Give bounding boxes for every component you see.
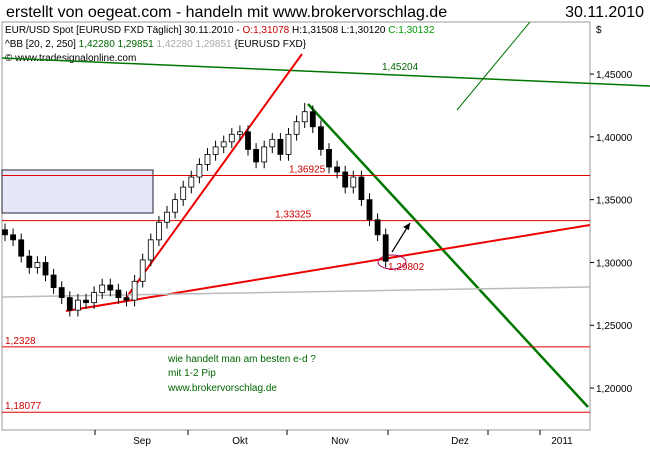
candle-body: [253, 149, 260, 163]
candle-body: [18, 239, 25, 257]
candle-body: [26, 255, 33, 268]
trend-label: 1,45204: [382, 62, 419, 73]
candle-body: [50, 274, 57, 288]
symbol-text: EUR/USD Spot [EURUSD FXD Täglich] 30.11.…: [5, 25, 240, 36]
header-date: 30.11.2010: [565, 4, 644, 21]
candle-body: [34, 262, 41, 268]
candle-body: [293, 121, 300, 135]
arrow-head: [403, 223, 410, 230]
candle-body: [99, 284, 106, 293]
trend-line-green-thin: [456, 21, 531, 111]
trend-line-support: [65, 224, 591, 312]
indicator-name: ^BB [20, 2, 250]: [5, 39, 76, 50]
candle-body: [10, 234, 17, 241]
candle-body: [91, 292, 97, 304]
candle-body: [374, 219, 381, 236]
candle-body: [139, 259, 146, 282]
y-tick-label: 1,30000: [596, 258, 633, 269]
low-circle: [377, 254, 407, 270]
indicator-symbol: {EURUSD FXD}: [234, 39, 306, 50]
close-text: C:1,30132: [388, 25, 435, 36]
zone-box: [1, 169, 154, 214]
candle-body: [366, 199, 373, 221]
candles: [2, 102, 389, 317]
candle-body: [172, 199, 179, 213]
indicator: ^BB [20, 2, 250] 1,42280 1,29851 1,42280…: [5, 39, 307, 50]
candle-body: [131, 280, 138, 301]
candle-body: [277, 138, 284, 155]
candle-body: [309, 111, 316, 128]
candle-body: [180, 186, 187, 201]
symbol: EUR/USD Spot [EURUSD FXD Täglich] 30.11.…: [5, 25, 435, 36]
y-tick-label: 1,45000: [596, 70, 633, 81]
candle-body: [285, 133, 292, 155]
candle-body: [155, 221, 162, 241]
level-label: 1,36925: [289, 164, 326, 175]
note-line: wie handelt man am besten e-d ?: [167, 354, 316, 365]
candle-body: [75, 299, 81, 311]
indicator-upper: 1,42280: [79, 39, 116, 50]
high-text: H:1,31508: [292, 25, 339, 36]
candle-body: [317, 126, 324, 150]
info-line: EUR/USD Spot [EURUSD FXD Täglich] 30.11.…: [5, 25, 435, 64]
candle-body: [220, 141, 227, 148]
open-text: O:1,31078: [243, 25, 290, 36]
candle-body: [42, 262, 49, 276]
low-label: 1,29802: [388, 262, 425, 273]
y-tick-label: 1,35000: [596, 196, 633, 207]
long-average: [1, 286, 591, 298]
candle-body: [261, 146, 268, 163]
candle-body: [196, 164, 203, 178]
candle-body: [236, 131, 243, 135]
candle-body: [83, 299, 89, 304]
candle-body: [107, 284, 114, 291]
x-tick-label: Nov: [331, 436, 349, 447]
trend-line-up: [125, 53, 303, 299]
candle-body: [245, 131, 251, 150]
candle-body: [382, 234, 389, 262]
candle-body: [164, 211, 170, 223]
note-line: www.brokervorschlag.de: [167, 383, 277, 394]
level-label: 1,33325: [275, 210, 312, 221]
y-unit: $: [596, 25, 602, 36]
candle-body: [301, 111, 308, 123]
candle-body: [123, 297, 130, 301]
x-tick-label: 2011: [551, 436, 573, 447]
candle-body: [188, 176, 195, 188]
candle-body: [2, 229, 8, 236]
level-label: 1,18077: [5, 401, 42, 412]
trend-line-green: [1, 57, 650, 87]
candle-body: [269, 138, 276, 148]
y-tick-label: 1,25000: [596, 321, 633, 332]
level-label: 1,2328: [5, 336, 36, 347]
trend-line-down: [307, 103, 589, 408]
indicator-lower: 1,29851: [118, 39, 155, 50]
header-title: erstellt von oegeat.com - handeln mit ww…: [6, 4, 447, 21]
candle-body: [212, 146, 219, 155]
candle-body: [115, 289, 122, 299]
candle-body: [147, 239, 154, 261]
candle-body: [358, 176, 365, 201]
candle-body: [334, 166, 341, 173]
candle-body: [204, 154, 211, 165]
low-text: L:1,30120: [341, 25, 386, 36]
x-tick-label: Okt: [232, 436, 248, 447]
copyright: © www.tradesignalonline.com: [5, 53, 136, 64]
y-tick-label: 1,20000: [596, 384, 633, 395]
note: wie handelt man am besten e-d ? mit 1-2 …: [167, 354, 316, 394]
y-tick-label: 1,40000: [596, 133, 633, 144]
candle-body: [326, 149, 332, 168]
candle-body: [228, 133, 235, 143]
indicator-values: 1,42280 1,29851: [157, 39, 233, 50]
candle-body: [342, 171, 349, 188]
candle-body: [58, 287, 65, 299]
candle-body: [350, 176, 357, 188]
candle-body: [66, 297, 73, 311]
x-tick-label: Dez: [451, 436, 469, 447]
x-tick-label: Sep: [133, 436, 151, 447]
note-line: mit 1-2 Pip: [168, 368, 216, 379]
